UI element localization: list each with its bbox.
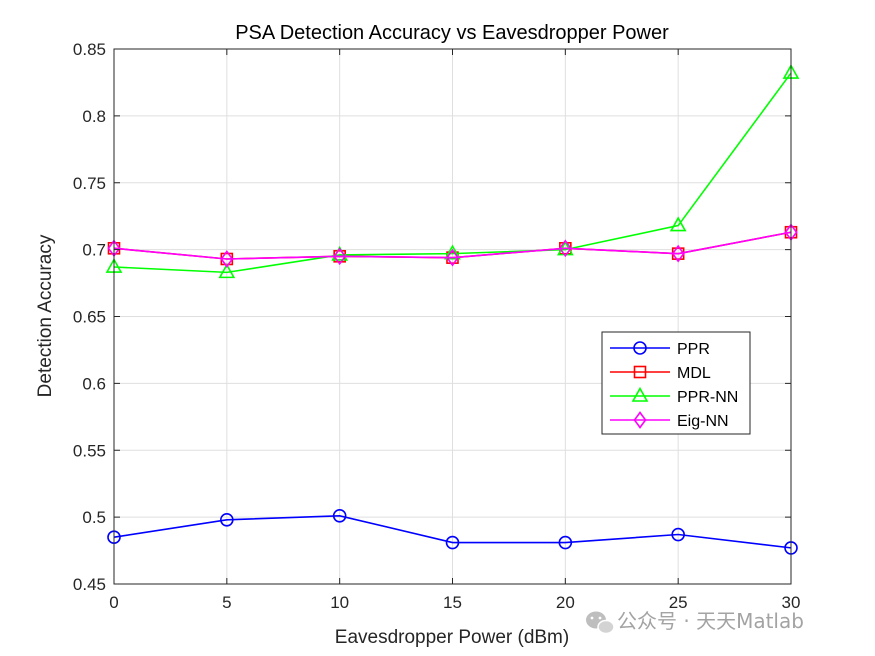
data-point-eig-nn (446, 248, 459, 267)
x-tick-label: 15 (443, 593, 462, 612)
legend-label-ppr-nn: PPR-NN (677, 389, 738, 406)
x-tick-labels: 0 5 10 15 20 25 30 (109, 593, 800, 612)
watermark-text: 公众号 · 天天Matlab (617, 609, 804, 633)
legend-label-eig-nn: Eig-NN (677, 413, 729, 430)
data-point-ppr-nn (669, 216, 687, 232)
data-point-ppr-nn (218, 263, 236, 279)
data-point-eig-nn (671, 244, 685, 263)
legend-label-mdl: MDL (677, 365, 711, 382)
y-tick-label: 0.8 (82, 107, 106, 126)
legend-item-ppr-nn: PPR-NN (610, 386, 738, 406)
y-tick-label: 0.85 (73, 40, 106, 59)
y-tick-label: 0.45 (73, 575, 106, 594)
data-point-eig-nn (333, 247, 347, 266)
series-layer (105, 63, 800, 555)
x-tick-label: 0 (109, 593, 118, 612)
data-point-ppr-nn (444, 244, 461, 260)
legend-marker-mdl (633, 365, 647, 379)
legend-label-ppr: PPR (677, 341, 710, 358)
chart-title: PSA Detection Accuracy vs Eavesdropper P… (235, 22, 669, 44)
legend-item-eig-nn: Eig-NN (610, 411, 729, 430)
series-line-ppr (113, 514, 792, 549)
y-tick-label: 0.55 (73, 441, 106, 460)
series-line-ppr-nn (113, 72, 792, 274)
x-tick-label: 25 (669, 593, 688, 612)
series-line-eig-nn (113, 231, 792, 260)
legend-box (601, 331, 751, 435)
data-point-ppr (445, 535, 460, 550)
data-point-eig-nn (220, 250, 234, 268)
data-point-ppr (220, 512, 234, 527)
legend: PPR MDL PPR-NN Eig-NN (601, 331, 751, 435)
y-tick-label: 0.75 (73, 174, 106, 193)
ticks (113, 48, 792, 585)
data-point-ppr (558, 535, 573, 550)
y-tick-label: 0.6 (82, 374, 106, 393)
y-tick-label: 0.5 (82, 508, 106, 527)
data-point-eig-nn (558, 239, 572, 258)
legend-item-mdl: MDL (610, 365, 711, 382)
legend-marker-ppr-nn (631, 386, 649, 402)
y-tick-label: 0.65 (73, 308, 106, 327)
x-tick-label: 30 (782, 593, 801, 612)
x-tick-label: 10 (330, 593, 349, 612)
x-tick-label: 20 (556, 593, 575, 612)
legend-item-ppr: PPR (610, 341, 710, 358)
legend-marker-ppr (633, 341, 647, 355)
x-tick-label: 5 (222, 593, 231, 612)
y-axis-title: Detection Accuracy (35, 234, 56, 397)
y-tick-label: 0.7 (82, 241, 106, 260)
y-tick-labels: 0.45 0.5 0.55 0.6 0.65 0.7 0.75 0.8 0.85 (73, 40, 106, 594)
wechat-icon (586, 611, 615, 635)
data-point-ppr (671, 527, 685, 542)
legend-marker-eig-nn (633, 411, 647, 429)
data-point-ppr (332, 508, 347, 523)
series-ppr (107, 508, 798, 555)
x-axis-title: Eavesdropper Power (dBm) (335, 627, 569, 648)
watermark: 公众号 · 天天Matlab (586, 609, 804, 635)
